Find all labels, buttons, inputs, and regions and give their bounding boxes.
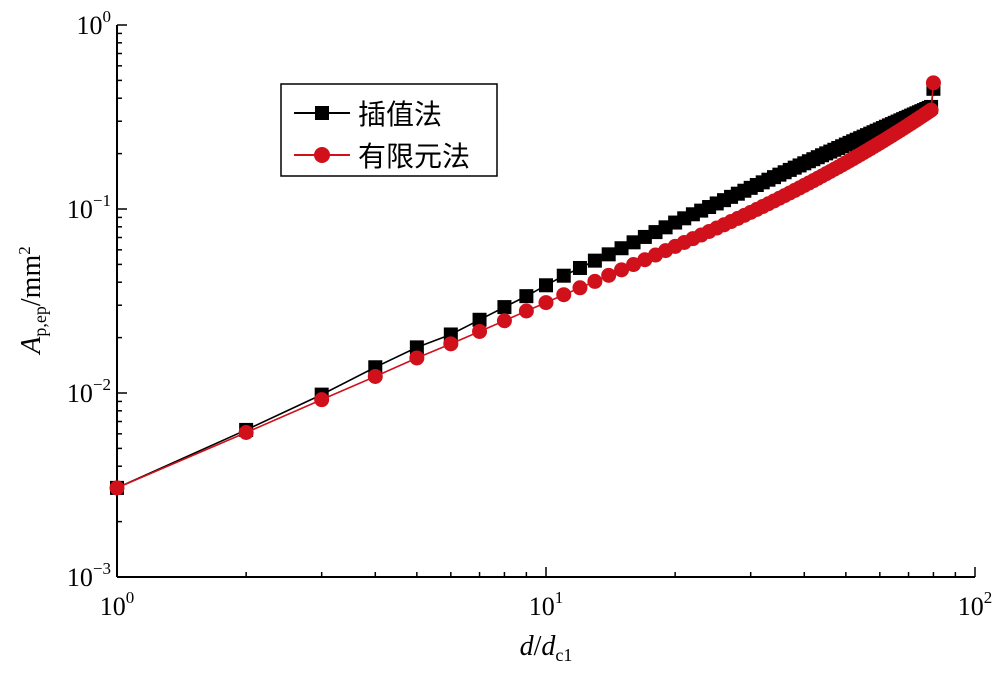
data-point	[497, 300, 512, 315]
data-point	[367, 368, 383, 384]
data-point	[518, 303, 534, 319]
y-tick-label: 10−1	[67, 191, 111, 224]
data-point	[601, 267, 617, 283]
x-ticks: 100 101 102	[100, 567, 993, 621]
x-axis-label: d/dc1	[520, 631, 573, 665]
series-2	[109, 75, 941, 496]
data-point	[614, 241, 629, 256]
data-point	[572, 260, 587, 275]
legend-label-series-2: 有限元法	[358, 140, 470, 173]
data-point	[109, 480, 125, 496]
data-point	[601, 247, 616, 262]
data-point	[626, 235, 641, 250]
data-point	[572, 280, 588, 296]
data-point	[472, 312, 487, 327]
legend: 插值法 有限元法	[280, 83, 498, 177]
legend-marker-series-1	[315, 106, 329, 120]
data-point	[409, 340, 424, 355]
series-1	[110, 81, 941, 495]
legend-label-series-1: 插值法	[358, 98, 442, 131]
data-point	[556, 287, 572, 303]
data-point	[587, 253, 602, 268]
data-point	[443, 336, 459, 352]
data-point	[314, 392, 330, 408]
data-point	[538, 295, 554, 311]
y-tick-label: 10−2	[67, 375, 111, 408]
data-point	[587, 273, 603, 289]
data-point	[519, 289, 534, 304]
data-point	[496, 313, 512, 329]
data-point	[626, 257, 642, 273]
series-layer	[109, 75, 941, 496]
data-point	[539, 278, 553, 293]
x-tick-label: 102	[958, 588, 993, 621]
data-point	[556, 268, 571, 283]
data-point	[472, 323, 488, 339]
y-tick-label: 10−3	[67, 559, 111, 592]
data-point	[238, 424, 254, 440]
data-point	[925, 75, 941, 91]
data-point	[409, 350, 425, 366]
data-point	[923, 102, 939, 118]
legend-marker-series-2	[314, 147, 330, 163]
data-point	[614, 262, 630, 278]
x-tick-label: 100	[100, 588, 135, 621]
y-axis-label: Ap,ep/mm2	[15, 246, 50, 355]
y-tick-label: 100	[77, 7, 112, 40]
data-point	[637, 229, 652, 244]
x-tick-label: 101	[529, 588, 564, 621]
